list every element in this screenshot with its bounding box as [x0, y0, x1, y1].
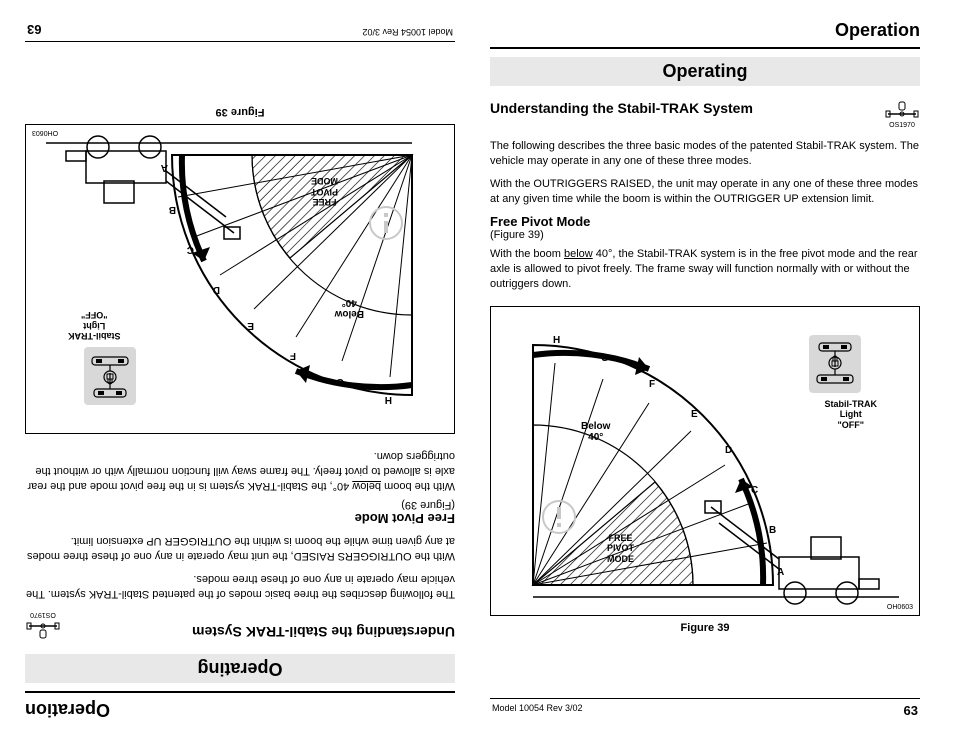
footer-model: Model 10054 Rev 3/02 — [362, 22, 453, 37]
footer-rule — [490, 698, 920, 699]
axle-icon: OS1970 — [884, 100, 920, 129]
header-rule — [25, 691, 455, 693]
figure-code: OH0603 — [887, 604, 913, 611]
letter-A: A — [161, 162, 168, 173]
figure-ref: (Figure 39) — [490, 229, 920, 241]
para3-pre: With the boom — [381, 480, 455, 492]
sub-heading-row: Understanding the Stabil-TRAK System OS1… — [25, 611, 455, 640]
footer: Model 10054 Rev 3/02 63 — [25, 22, 455, 42]
header-rule — [490, 47, 920, 49]
letter-C: C — [187, 244, 194, 255]
para3: With the boom below 40°, the Stabil-TRAK… — [490, 247, 920, 292]
page-left-mirror: Operation Operating Understanding the St… — [25, 20, 455, 720]
chassis-icon — [809, 335, 861, 393]
sub-heading-row: Understanding the Stabil-TRAK System OS1… — [490, 100, 920, 129]
page-number: 63 — [27, 22, 41, 37]
chassis-icon — [84, 347, 136, 405]
stabil-light-label: Stabil-TRAK Light "OFF" — [68, 310, 121, 341]
sub-heading-2: Free Pivot Mode — [490, 214, 920, 229]
free-pivot-label: FREE PIVOT MODE — [607, 533, 634, 564]
figure-caption: Figure 39 — [25, 106, 455, 118]
para1: The following describes the three basic … — [490, 139, 920, 169]
figure-caption: Figure 39 — [490, 622, 920, 634]
letter-A: A — [777, 567, 784, 578]
footer-rule — [25, 41, 455, 42]
para1: The following describes the three basic … — [25, 571, 455, 601]
header-title: Operation — [25, 695, 455, 720]
page-right: Operation Operating Understanding the St… — [490, 20, 920, 720]
letter-D: D — [725, 445, 732, 456]
figure-frame: H G F E D C B A Below 40° FREE PIVOT MOD… — [25, 124, 455, 434]
para2: With the OUTRIGGERS RAISED, the unit may… — [25, 534, 455, 564]
letter-G: G — [601, 353, 609, 364]
free-pivot-label: FREE PIVOT MODE — [311, 176, 338, 207]
below-40-label: Below 40° — [335, 297, 364, 319]
stabil-light-label: Stabil-TRAK Light "OFF" — [825, 399, 878, 430]
sub-heading-2: Free Pivot Mode — [25, 511, 455, 526]
footer: Model 10054 Rev 3/02 63 — [490, 698, 920, 718]
letter-F: F — [290, 350, 296, 361]
header-title: Operation — [490, 20, 920, 45]
para3: With the boom below 40°, the Stabil-TRAK… — [25, 448, 455, 493]
letter-F: F — [649, 379, 655, 390]
below-40-label: Below 40° — [581, 421, 610, 443]
letter-E: E — [247, 320, 254, 331]
para3-underline: below — [352, 480, 381, 492]
icon-code: OS1970 — [889, 122, 915, 129]
letter-E: E — [691, 409, 698, 420]
section-heading: Operating — [490, 57, 920, 86]
para3-underline: below — [564, 248, 593, 260]
footer-model: Model 10054 Rev 3/02 — [492, 703, 583, 718]
page-number: 63 — [904, 703, 918, 718]
letter-G: G — [336, 376, 344, 387]
letter-D: D — [213, 284, 220, 295]
para3-pre: With the boom — [490, 248, 564, 260]
axle-icon: OS1970 — [25, 611, 61, 640]
letter-B: B — [169, 204, 176, 215]
section-heading: Operating — [25, 654, 455, 683]
para2: With the OUTRIGGERS RAISED, the unit may… — [490, 177, 920, 207]
letter-H: H — [385, 394, 392, 405]
letter-C: C — [751, 485, 758, 496]
sub-heading: Understanding the Stabil-TRAK System — [490, 100, 753, 116]
letter-B: B — [769, 525, 776, 536]
figure-frame: H G F E D C B A Below 40° FREE PIVOT MOD… — [490, 306, 920, 616]
letter-H: H — [553, 335, 560, 346]
figure-ref: (Figure 39) — [25, 499, 455, 511]
sub-heading: Understanding the Stabil-TRAK System — [192, 624, 455, 640]
figure-code: OH0603 — [32, 129, 58, 136]
icon-code: OS1970 — [30, 611, 56, 618]
